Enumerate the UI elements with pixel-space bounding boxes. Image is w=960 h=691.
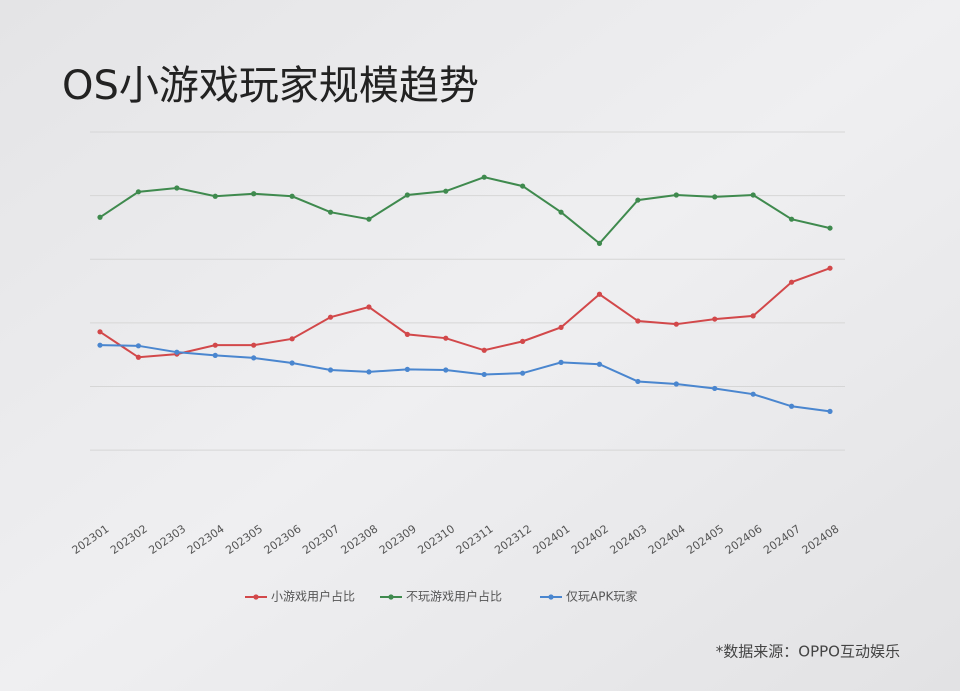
data-point [174,349,180,355]
data-point [366,216,372,222]
data-point [366,369,372,375]
data-point [97,342,103,348]
data-point [712,385,718,392]
data-point [289,193,295,199]
data-point [750,192,756,198]
data-point [558,324,564,330]
legend-marker [253,594,259,600]
data-point [404,366,410,372]
data-point [327,209,334,215]
data-point [558,359,564,365]
data-point [135,189,142,195]
data-point [251,342,257,348]
data-point [212,352,218,358]
data-point [520,183,526,189]
data-point [750,313,756,319]
series-line [99,267,831,359]
data-point [712,316,718,322]
legend-marker [548,594,554,600]
legend-label: 仅玩APK玩家 [566,589,637,604]
data-point [750,391,756,397]
data-point [212,193,218,199]
data-point [481,174,487,180]
data-point [289,336,295,342]
data-point [635,197,641,203]
data-point [404,192,410,198]
data-point [635,318,641,324]
data-point [289,360,295,366]
data-point [673,381,679,387]
data-point [481,371,487,378]
data-point [327,314,334,320]
series-line [99,344,831,413]
data-point [788,279,795,285]
legend-label: 小游戏用户占比 [271,589,355,604]
chart-title: OS小游戏玩家规模趋势 [62,63,479,109]
data-point [97,329,103,335]
data-point [97,214,103,220]
data-point [827,408,833,414]
data-point [174,185,180,191]
data-point [135,354,142,360]
data-point [327,367,334,373]
data-point [520,338,526,344]
data-point [558,209,564,215]
data-point [520,370,526,376]
data-point [135,343,142,349]
source-note: *数据来源：OPPO互动娱乐 [716,643,900,661]
data-point [596,240,603,246]
data-point [481,347,487,353]
data-point [404,331,410,337]
data-point [596,291,603,297]
data-point [788,403,795,409]
data-point [673,192,679,198]
data-point [635,378,641,385]
data-point [443,367,449,373]
data-point [443,188,449,194]
series-line [99,176,831,245]
legend-label: 不玩游戏用户占比 [406,589,502,604]
data-point [596,361,603,367]
legend-marker [388,594,394,600]
data-point [673,321,679,327]
data-point [251,191,257,197]
data-point [788,216,795,222]
data-point [712,194,718,200]
data-point [443,335,449,341]
data-point [366,304,372,310]
data-point [251,355,257,361]
data-point [827,265,833,271]
data-point [212,342,218,348]
data-point [827,225,833,231]
